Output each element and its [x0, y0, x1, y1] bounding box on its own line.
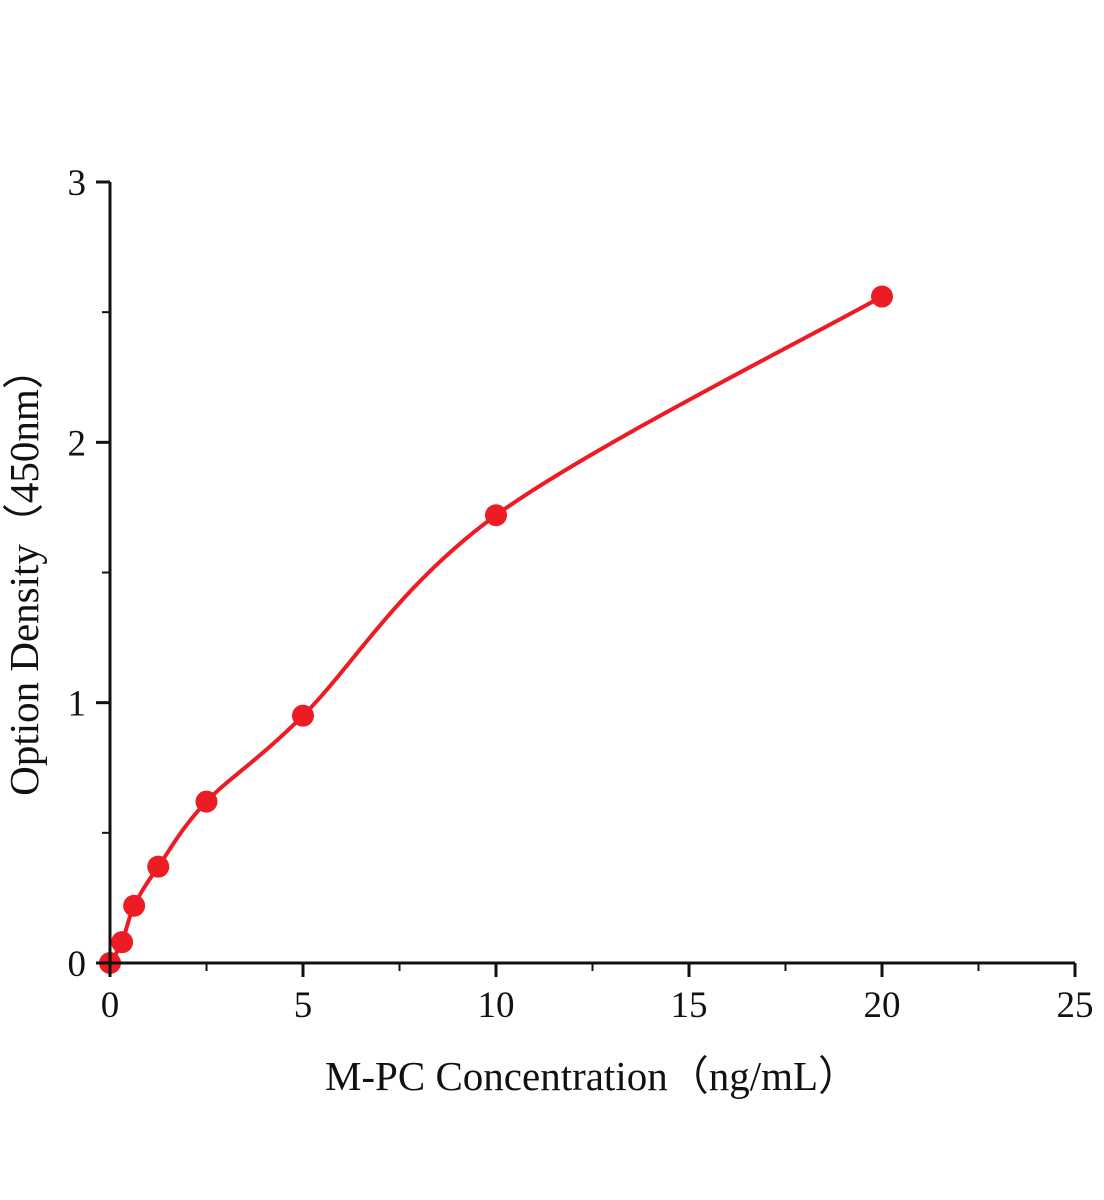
data-point [123, 894, 146, 917]
y-tick-label: 0 [68, 944, 87, 985]
data-point [485, 504, 507, 527]
fit-curve-layer [108, 294, 883, 965]
tick-labels-layer: 0 5 10 15 20 25 0 1 2 3 [68, 163, 1094, 1026]
y-tick-label: 2 [68, 423, 87, 464]
x-tick-label: 25 [1057, 985, 1094, 1026]
data-point [195, 790, 218, 813]
x-tick-label: 15 [671, 985, 708, 1026]
data-point [292, 704, 314, 727]
data-point [111, 931, 134, 954]
x-tick-label: 0 [101, 985, 120, 1026]
data-point [871, 285, 893, 308]
fit-curve [108, 294, 883, 965]
x-tick-label: 20 [864, 985, 901, 1026]
data-points-layer [99, 285, 893, 974]
y-axis-title: Option Density（450nm） [1, 348, 47, 796]
x-tick-label: 10 [478, 985, 515, 1026]
x-tick-label: 5 [294, 985, 313, 1026]
y-tick-label: 3 [68, 163, 87, 204]
data-point [147, 855, 170, 878]
y-tick-label: 1 [68, 684, 87, 725]
axes-layer [96, 180, 1077, 977]
x-axis-title: M-PC Concentration（ng/mL） [325, 1053, 859, 1099]
